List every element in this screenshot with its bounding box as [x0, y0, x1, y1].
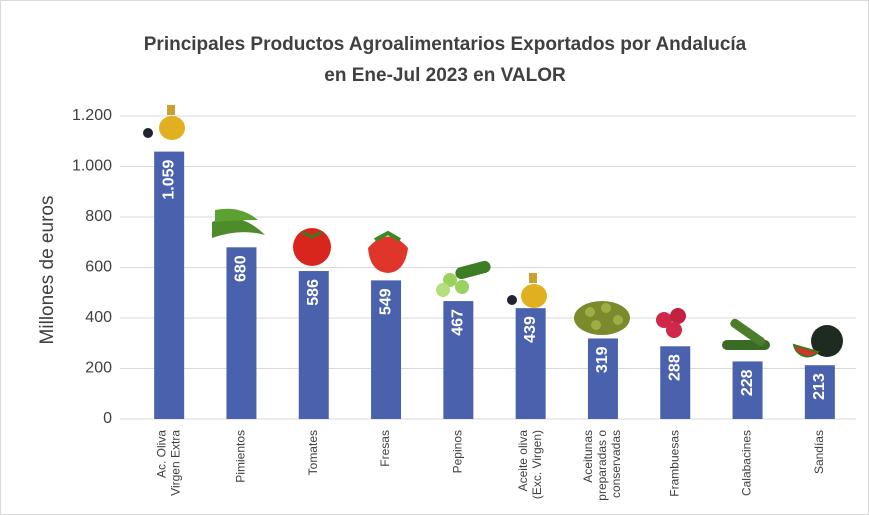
x-tick-label: Pepinos: [451, 430, 465, 473]
bar: [732, 361, 763, 419]
bar: [660, 346, 691, 419]
x-tick-label: Fresas: [378, 430, 392, 467]
x-tick-label: Tomates: [306, 430, 320, 475]
x-tick-label: Aceite oliva: [516, 430, 530, 492]
y-axis-label: Millones de euros: [37, 196, 58, 345]
value-label: 228: [739, 369, 756, 396]
value-label: 549: [377, 288, 394, 315]
y-tick-label: 600: [85, 259, 112, 276]
x-tick-label: Aceitunas: [581, 430, 595, 483]
chart-title: en Ene-Jul 2023 en VALOR: [324, 65, 566, 86]
x-tick-label: preparadas o: [595, 430, 609, 501]
value-label: 467: [450, 309, 467, 336]
value-label: 586: [305, 279, 322, 306]
y-tick-label: 1.000: [72, 158, 112, 175]
bar: [154, 151, 185, 420]
value-label: 288: [666, 354, 683, 381]
x-tick-label: Frambuesas: [667, 430, 681, 497]
value-label: 680: [233, 255, 250, 282]
product-icons: [143, 105, 843, 358]
x-tick-label: Virgen Extra: [168, 430, 182, 496]
x-tick-label: conservadas: [609, 430, 623, 498]
bar: [443, 301, 474, 419]
value-label: 439: [522, 316, 539, 343]
y-tick-label: 400: [85, 309, 112, 326]
y-tick-label: 200: [85, 360, 112, 377]
value-label: 1.059: [160, 160, 177, 200]
x-tick-label: Ac. Oliva: [154, 430, 168, 478]
y-tick-label: 1.200: [72, 107, 112, 124]
x-tick-label: (Exc. Virgen): [530, 430, 544, 499]
bar: [515, 308, 546, 419]
chart-title: Principales Productos Agroalimentarios E…: [144, 34, 747, 55]
x-tick-label: Sandías: [812, 430, 826, 474]
bar: [804, 365, 835, 419]
value-label: 213: [811, 373, 828, 400]
x-tick-label: Calabacines: [740, 430, 754, 496]
y-tick-label: 800: [85, 208, 112, 225]
bar: [371, 280, 402, 419]
bar: [226, 247, 257, 419]
value-label: 319: [594, 346, 611, 373]
bar: [298, 271, 329, 419]
x-tick-label: Pimientos: [234, 430, 248, 483]
y-tick-label: 0: [103, 410, 112, 427]
bar: [587, 338, 618, 419]
